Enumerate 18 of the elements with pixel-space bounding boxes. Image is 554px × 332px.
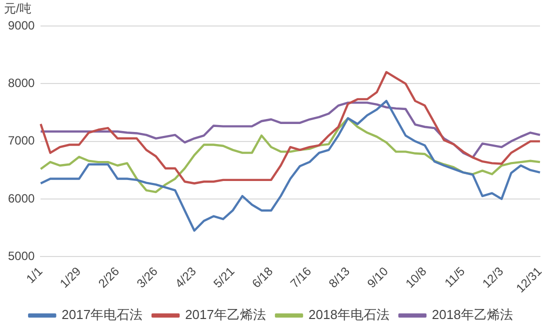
x-tick-label: 9/10 <box>364 264 392 291</box>
y-tick-label: 7000 <box>8 134 36 148</box>
x-tick-label: 5/21 <box>210 264 238 291</box>
x-tick-label: 1/1 <box>23 264 46 286</box>
y-axis-title: 元/吨 <box>4 1 32 16</box>
y-tick-label: 6000 <box>8 191 36 206</box>
x-tick-label: 7/16 <box>288 264 314 291</box>
legend-label: 2017年电石法 <box>62 307 143 322</box>
x-tick-label: 6/18 <box>249 264 276 291</box>
x-tick-label: 3/26 <box>134 264 161 291</box>
legend-label: 2018年乙烯法 <box>432 307 513 322</box>
x-tick-label: 4/23 <box>172 264 200 291</box>
x-tick-label: 8/13 <box>326 264 353 291</box>
y-tick-label: 9000 <box>8 18 36 32</box>
y-tick-label: 8000 <box>8 76 36 90</box>
legend-label: 2017年乙烯法 <box>185 307 266 322</box>
y-tick-label: 5000 <box>8 248 36 263</box>
legend-label: 2018年电石法 <box>308 307 390 322</box>
